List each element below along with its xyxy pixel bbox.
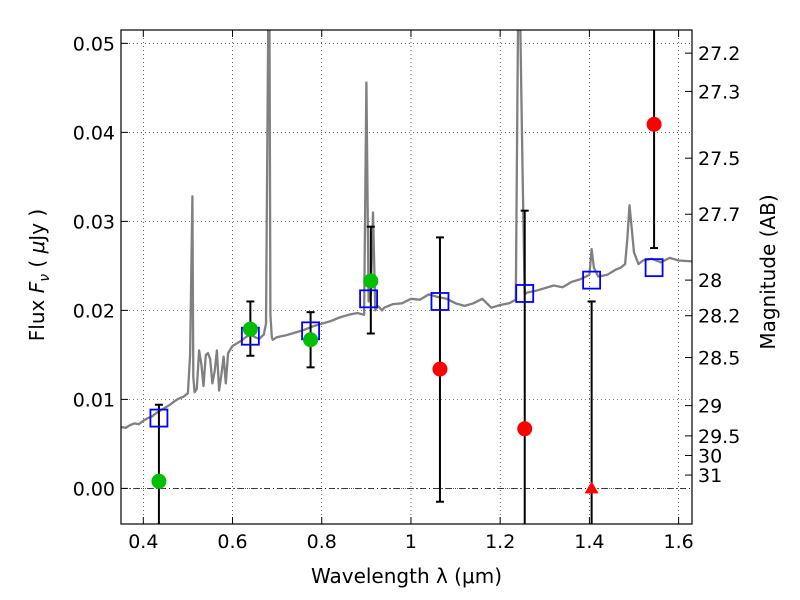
x-tick-label: 1.2 (485, 531, 515, 553)
y-tick-label: 0.01 (73, 389, 115, 411)
markers (149, 116, 664, 494)
x-axis-label: Wavelength λ (μm) (311, 564, 502, 588)
model-flux-marker (644, 258, 664, 278)
y-label-subscript: ν (37, 274, 53, 282)
y-tick-label: 0.04 (73, 122, 115, 144)
detection-marker (363, 273, 379, 289)
model-flux-marker (149, 408, 169, 428)
y-label-text: Flux (25, 293, 49, 341)
detection-marker (242, 321, 258, 337)
x-tick-label: 0.4 (128, 531, 158, 553)
low-significance-marker (646, 116, 662, 132)
model-flux-marker (430, 292, 450, 311)
y-tick-label: 0.02 (73, 300, 115, 322)
magnitude-tick-label: 27.7 (698, 204, 740, 226)
x-tick-label: 0.8 (307, 531, 337, 553)
magnitude-tick-label: 28 (698, 270, 722, 292)
model-flux-marker (515, 284, 535, 303)
x-tick-label: 0.6 (217, 531, 247, 553)
low-significance-marker (517, 421, 533, 437)
x-tick-label: 1.6 (664, 531, 694, 553)
low-significance-marker (432, 361, 448, 377)
magnitude-tick-label: 28.2 (698, 306, 740, 328)
upper-limit-marker (584, 481, 599, 494)
y-label-paren: ( (25, 253, 49, 274)
model-flux-marker (582, 270, 602, 290)
magnitude-tick-label: 29 (698, 396, 722, 418)
x-tick-label: 1 (405, 531, 417, 553)
y-tick-label: 0.00 (73, 478, 115, 500)
magnitude-tick-label: 30 (698, 445, 722, 467)
x-axis: 0.4 0.6 0.8 1 1.2 1.4 1.6 (128, 30, 694, 553)
spectrum-line (121, 30, 692, 430)
y-label-mu: μ (25, 241, 49, 255)
magnitude-tick-label: 31 (698, 465, 722, 487)
magnitude-tick-label: 27.3 (698, 81, 740, 103)
magnitude-tick-label: 27.2 (698, 43, 740, 65)
grid (121, 30, 692, 524)
magnitude-tick-label: 27.5 (698, 148, 740, 170)
y-tick-label: 0.05 (73, 33, 115, 55)
y-tick-label: 0.03 (73, 211, 115, 233)
y-label-unit: Jy ) (25, 209, 49, 243)
detection-marker (303, 332, 319, 348)
plot-frame (120, 29, 693, 525)
detection-marker (151, 473, 167, 489)
magnitude-tick-label: 28.5 (698, 348, 740, 370)
y-label-symbol: F (25, 281, 49, 293)
y-axis: 0.00 0.01 0.02 0.03 0.04 0.05 (73, 33, 128, 500)
model-flux-marker (359, 289, 378, 309)
y-axis-label: Flux Fν ( μJy ) (25, 209, 53, 341)
magnitude-tick-label: 29.5 (698, 426, 740, 448)
x-tick-label: 1.4 (574, 531, 604, 553)
plot-area (121, 30, 692, 524)
magnitude-axis-label: Magnitude (AB) (756, 194, 780, 349)
